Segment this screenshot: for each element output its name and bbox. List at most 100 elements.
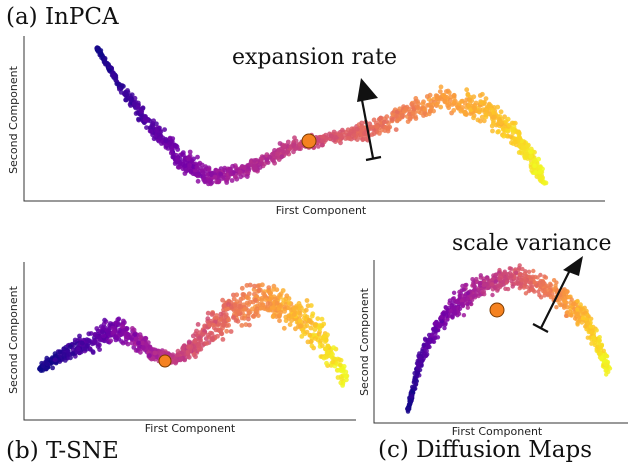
data-point-inpca <box>274 151 280 157</box>
data-point-diffusion <box>546 291 552 296</box>
data-point-tsne <box>309 313 315 319</box>
data-point-inpca <box>424 94 430 99</box>
data-point-diffusion <box>537 293 542 298</box>
data-point-tsne <box>132 332 138 337</box>
data-point-tsne <box>241 315 247 321</box>
data-point-diffusion <box>443 321 448 326</box>
data-point-tsne <box>234 292 240 298</box>
data-point-tsne <box>146 353 152 358</box>
data-point-inpca <box>293 138 299 144</box>
data-point-diffusion <box>467 299 472 305</box>
data-point-inpca <box>507 122 512 128</box>
data-point-tsne <box>100 329 105 335</box>
data-point-tsne <box>293 305 299 311</box>
data-point-diffusion <box>481 283 487 288</box>
data-point-inpca <box>151 136 157 142</box>
data-point-inpca <box>377 131 382 136</box>
data-point-inpca <box>154 128 159 134</box>
data-point-inpca <box>407 111 412 117</box>
data-point-diffusion <box>548 283 554 288</box>
data-point-diffusion <box>538 278 543 284</box>
data-point-tsne <box>41 363 46 369</box>
data-point-tsne <box>108 338 114 344</box>
xlabel-tsne: First Component <box>145 422 236 435</box>
data-point-inpca <box>498 120 504 126</box>
data-point-tsne <box>286 296 292 301</box>
data-point-diffusion <box>583 310 588 315</box>
data-point-diffusion <box>431 339 437 344</box>
data-point-diffusion <box>592 340 598 346</box>
data-point-diffusion <box>437 323 443 328</box>
data-point-diffusion <box>412 386 417 392</box>
data-point-tsne <box>197 335 202 341</box>
data-point-inpca <box>414 104 420 109</box>
data-point-diffusion <box>577 314 582 320</box>
data-point-tsne <box>129 340 135 346</box>
data-point-inpca <box>381 119 387 125</box>
data-point-diffusion <box>460 283 465 289</box>
data-point-inpca <box>135 104 141 110</box>
data-point-tsne <box>240 292 246 297</box>
data-point-diffusion <box>528 280 533 286</box>
data-point-inpca <box>124 91 129 97</box>
data-point-inpca <box>293 146 299 151</box>
data-point-tsne <box>330 352 335 357</box>
data-point-inpca <box>148 129 154 134</box>
data-point-diffusion <box>435 335 441 340</box>
data-point-diffusion <box>526 288 531 294</box>
data-point-diffusion <box>531 268 536 274</box>
data-point-tsne <box>220 337 226 342</box>
data-point-inpca <box>257 165 263 170</box>
data-point-tsne <box>244 295 250 300</box>
data-point-tsne <box>86 331 92 337</box>
data-point-inpca <box>285 139 291 145</box>
data-point-inpca <box>361 131 367 136</box>
data-point-diffusion <box>516 267 521 273</box>
data-point-tsne <box>211 322 216 328</box>
data-point-diffusion <box>603 362 609 367</box>
data-point-diffusion <box>542 290 548 295</box>
data-point-tsne <box>205 310 211 316</box>
data-point-inpca <box>320 134 325 140</box>
data-point-diffusion <box>561 291 566 296</box>
data-point-inpca <box>477 118 483 124</box>
data-point-inpca <box>451 92 457 98</box>
data-point-tsne <box>210 311 216 316</box>
data-point-diffusion <box>461 313 467 318</box>
data-point-tsne <box>234 299 240 304</box>
data-point-tsne <box>212 315 218 321</box>
data-point-diffusion <box>589 341 594 346</box>
data-point-tsne <box>120 340 126 346</box>
data-point-diffusion <box>417 355 423 361</box>
data-point-diffusion <box>519 278 525 283</box>
data-point-inpca <box>206 177 212 183</box>
data-point-inpca <box>175 156 181 162</box>
data-point-inpca <box>328 133 334 139</box>
data-point-inpca <box>393 127 399 132</box>
data-point-tsne <box>187 348 193 354</box>
data-point-tsne <box>304 298 310 303</box>
data-point-tsne <box>159 350 165 356</box>
data-point-tsne <box>185 344 191 350</box>
data-point-diffusion <box>427 344 432 350</box>
data-point-tsne <box>304 314 310 320</box>
data-point-inpca <box>422 110 428 116</box>
data-point-tsne <box>338 380 344 386</box>
data-point-tsne <box>113 334 119 340</box>
data-point-inpca <box>258 161 264 166</box>
data-point-tsne <box>259 297 265 303</box>
data-point-inpca <box>394 109 400 115</box>
data-point-inpca <box>194 164 200 170</box>
data-point-tsne <box>124 326 130 331</box>
data-point-inpca <box>351 132 357 138</box>
data-point-inpca <box>505 127 510 133</box>
data-point-tsne <box>266 285 272 290</box>
data-point-inpca <box>390 116 396 122</box>
data-point-diffusion <box>575 311 580 316</box>
data-point-tsne <box>296 301 302 306</box>
data-point-inpca <box>276 147 282 153</box>
data-point-diffusion <box>569 297 574 302</box>
data-point-inpca <box>512 139 518 145</box>
data-point-inpca <box>154 121 159 127</box>
data-point-diffusion <box>450 296 455 302</box>
